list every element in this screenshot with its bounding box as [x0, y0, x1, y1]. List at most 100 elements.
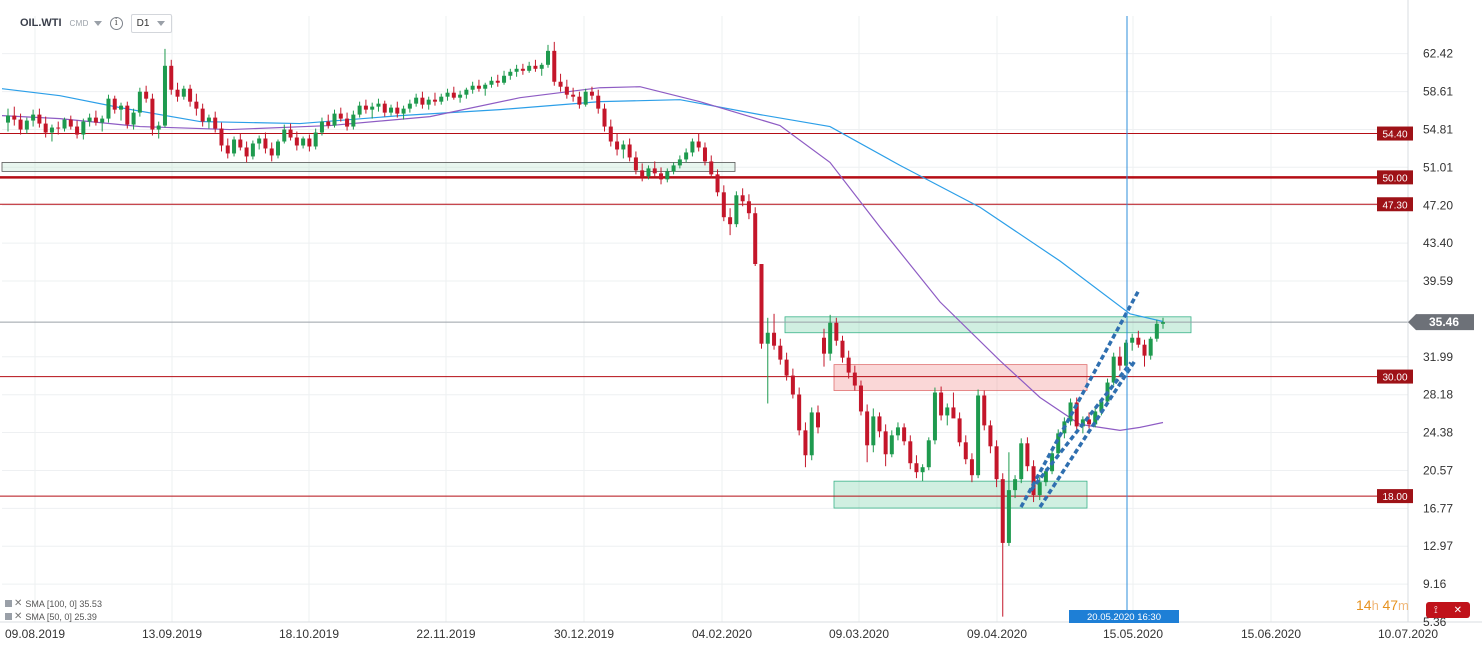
level-label-box	[1377, 197, 1413, 212]
y-tick-label: 28.18	[1423, 388, 1453, 402]
candle-body	[596, 95, 601, 109]
candle-body	[571, 94, 576, 97]
candle-body	[175, 89, 180, 97]
candle-body	[351, 114, 356, 127]
candle-body	[1068, 402, 1073, 422]
candle-body	[803, 430, 808, 456]
candle-body	[470, 85, 475, 90]
candle-body	[24, 120, 29, 130]
candle-body	[976, 395, 981, 476]
level-label-box	[1377, 369, 1413, 384]
y-tick-label: 58.61	[1423, 85, 1453, 99]
candle-body	[426, 99, 431, 105]
candle-body	[313, 132, 318, 147]
candle-body	[43, 123, 48, 133]
axes	[0, 0, 1482, 623]
axis-labels: 62.42 58.61 54.81 51.01 47.20 43.40 39.59 31.99…	[5, 16, 1474, 641]
candle-body	[338, 113, 343, 119]
channel-line	[1038, 359, 1137, 509]
candle-body	[502, 75, 507, 83]
info-icon[interactable]: i	[109, 16, 123, 30]
candle-body	[951, 407, 956, 419]
chevron-down-icon	[157, 20, 166, 26]
alert-badge[interactable]: ⟟ ✕	[1426, 602, 1470, 618]
candle-body	[382, 103, 387, 113]
timeframe-select[interactable]: D1	[130, 13, 173, 33]
candle-body	[225, 145, 230, 154]
level-label: 18.00	[1382, 492, 1407, 503]
close-icon[interactable]: ✕	[1453, 604, 1463, 616]
candle-body	[1043, 471, 1048, 483]
candle-body	[602, 108, 607, 127]
candle-body	[816, 412, 820, 428]
candle-body	[982, 395, 987, 426]
candle-body	[646, 168, 651, 177]
candle-body	[56, 127, 61, 129]
candle-body	[150, 98, 155, 130]
candle-body	[93, 117, 98, 123]
candle-body	[877, 416, 882, 432]
y-tick-label: 39.59	[1423, 274, 1453, 288]
level-label: 30.00	[1382, 373, 1407, 384]
candle-body	[37, 114, 42, 124]
candle-body	[326, 121, 331, 126]
candle-body	[772, 332, 777, 346]
pin-icon[interactable]: ⟟	[1433, 604, 1438, 616]
sma-100-legend[interactable]: ✕ SMA [100, 0] 35.53	[5, 598, 102, 609]
chevron-down-icon[interactable]	[93, 20, 102, 26]
support-zone	[1, 162, 736, 172]
candle-body	[87, 117, 92, 122]
candle-body	[577, 96, 582, 105]
timeframe-value: D1	[136, 17, 150, 29]
candle-body	[451, 92, 456, 98]
candle-body	[144, 91, 149, 99]
sma-50-legend[interactable]: ✕ SMA [50, 0] 25.39	[5, 611, 97, 622]
close-icon[interactable]: ✕	[14, 611, 23, 622]
symbol-label[interactable]: OIL.WTI	[20, 17, 62, 29]
candle-body	[263, 138, 268, 149]
trend-channel[interactable]	[1019, 289, 1141, 509]
close-icon[interactable]: ✕	[14, 598, 23, 609]
candle-body	[1130, 337, 1135, 343]
candle-body	[181, 88, 186, 97]
x-tick-label: 15.05.2020	[1103, 627, 1163, 641]
candle-body	[250, 143, 255, 157]
candle-body	[828, 322, 833, 354]
candle-body	[49, 127, 54, 133]
candle-body	[583, 91, 588, 105]
candle-body	[81, 121, 86, 135]
candle-body	[721, 192, 726, 218]
last-price-tag	[1408, 314, 1474, 331]
candle-body	[476, 85, 481, 89]
candle-body	[1019, 443, 1024, 480]
timer-m-unit: m	[1398, 598, 1409, 613]
candle-body	[169, 65, 174, 90]
candle-body	[1117, 356, 1122, 366]
candle-body	[546, 50, 550, 65]
x-tick-label: 09.04.2020	[967, 627, 1027, 641]
sma-100-line	[1, 88, 1164, 323]
candle-body	[414, 97, 419, 104]
candle-body	[137, 91, 142, 113]
candle-body	[301, 138, 306, 146]
candle-body	[740, 195, 745, 202]
candle-body	[765, 332, 770, 344]
timer-hours: 14	[1356, 597, 1372, 613]
candle-body	[1056, 433, 1061, 454]
candle-body	[200, 108, 205, 122]
candle-body	[702, 147, 707, 162]
asset-class-label: CMD	[69, 18, 89, 28]
candle-body	[834, 322, 839, 341]
candle-body	[495, 80, 500, 83]
candle-body	[709, 161, 714, 175]
candle-body	[363, 105, 368, 110]
candle-body	[194, 101, 199, 109]
candle-body	[294, 137, 299, 146]
candle-body	[988, 425, 993, 447]
candle-body	[439, 96, 444, 102]
candle-body	[376, 103, 381, 107]
candle-body	[840, 340, 845, 358]
candle-body	[1087, 419, 1092, 425]
candle-body	[100, 118, 105, 123]
